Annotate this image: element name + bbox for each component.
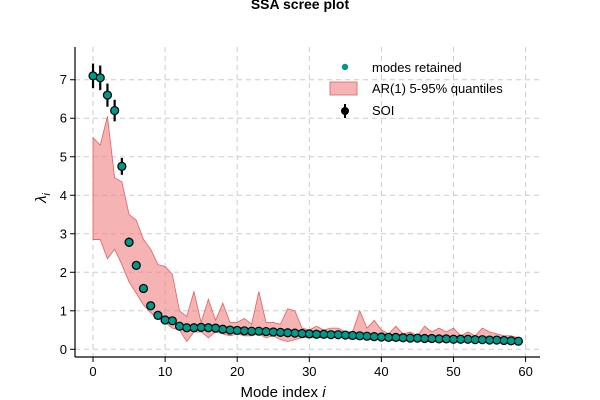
retained-point <box>154 312 162 319</box>
x-tick-label: 0 <box>89 364 96 379</box>
axes <box>74 47 540 358</box>
legend-label-soi: SOI <box>372 103 394 118</box>
legend-label-modes-retained: modes retained <box>372 60 462 75</box>
retained-point <box>406 334 414 342</box>
legend: modes retained AR(1) 5-95% quantiles SOI <box>329 60 503 118</box>
retained-point <box>298 330 306 337</box>
retained-point <box>500 337 508 344</box>
retained-point <box>291 329 299 337</box>
x-tick-label: 40 <box>374 364 388 379</box>
retained-point <box>320 330 328 338</box>
retained-markers <box>89 72 522 345</box>
x-tick-label: 50 <box>446 364 460 379</box>
retained-point <box>377 333 385 341</box>
retained-point <box>161 316 169 324</box>
retained-point <box>349 332 356 339</box>
legend-label-ar1-quantiles: AR(1) 5-95% quantiles <box>372 81 503 96</box>
y-tick-label: 1 <box>60 303 67 318</box>
retained-point <box>305 330 313 338</box>
retained-point <box>284 329 292 337</box>
retained-point <box>89 72 97 80</box>
x-tick-label: 20 <box>230 364 244 379</box>
retained-point <box>327 331 335 339</box>
retained-point <box>457 335 465 343</box>
retained-point <box>219 325 227 333</box>
y-tick-label: 0 <box>60 342 67 357</box>
y-tick-label: 4 <box>60 188 67 203</box>
retained-point <box>212 324 219 332</box>
quantile-band-area <box>92 116 519 344</box>
retained-point <box>132 261 140 269</box>
retained-point <box>96 74 104 82</box>
retained-point <box>125 238 133 246</box>
retained-point <box>414 334 421 342</box>
retained-point <box>399 334 407 342</box>
quantile-band <box>92 116 519 344</box>
retained-point <box>197 323 205 331</box>
retained-point <box>507 337 515 345</box>
retained-point <box>356 332 364 340</box>
y-tick-label: 3 <box>60 226 67 241</box>
grid <box>75 47 540 357</box>
retained-point <box>450 335 457 343</box>
retained-point <box>269 328 277 336</box>
retained-point <box>442 335 450 343</box>
retained-point <box>255 327 263 335</box>
retained-point <box>277 328 284 336</box>
retained-point <box>435 335 443 343</box>
retained-point <box>493 336 501 344</box>
soi-errorbars <box>88 63 523 346</box>
x-axis-label: Mode index i <box>240 384 326 400</box>
retained-point <box>241 327 248 335</box>
retained-point <box>385 333 393 341</box>
y-axis-label: λi <box>33 193 53 204</box>
retained-point <box>176 322 183 330</box>
retained-point <box>168 317 176 325</box>
y-axis-ticks: 0 1 2 3 4 5 6 7 <box>60 72 75 357</box>
retained-point <box>478 336 486 344</box>
retained-point <box>313 330 320 338</box>
chart-title: SSA scree plot <box>251 0 350 12</box>
retained-point <box>111 107 119 114</box>
retained-point <box>140 285 147 292</box>
legend-swatch-ar1-quantiles <box>329 81 358 96</box>
retained-point <box>334 331 342 339</box>
y-tick-label: 5 <box>60 149 67 164</box>
retained-point <box>233 327 241 334</box>
retained-point <box>262 328 270 335</box>
retained-point <box>147 302 155 310</box>
retained-point <box>183 324 191 332</box>
y-tick-label: 7 <box>60 72 67 87</box>
legend-marker-modes-retained <box>341 63 349 71</box>
retained-point <box>471 336 479 344</box>
retained-point <box>190 324 198 332</box>
y-tick-label: 6 <box>60 111 67 126</box>
retained-point <box>363 332 371 340</box>
retained-point <box>226 326 234 334</box>
retained-point <box>421 335 429 342</box>
y-tick-label: 2 <box>60 265 67 280</box>
retained-point <box>370 333 378 340</box>
x-axis-ticks: 0 10 20 30 40 50 60 <box>89 357 533 379</box>
retained-point <box>514 337 522 345</box>
retained-point <box>341 331 349 339</box>
x-tick-label: 30 <box>302 364 316 379</box>
retained-point <box>118 162 126 170</box>
retained-point <box>204 324 212 332</box>
legend-marker-soi <box>341 107 349 115</box>
retained-point <box>486 336 493 344</box>
retained-point <box>428 335 436 342</box>
x-tick-label: 10 <box>158 364 172 379</box>
retained-point <box>392 333 400 341</box>
retained-point <box>464 335 472 343</box>
retained-point <box>104 91 111 99</box>
x-tick-label: 60 <box>518 364 532 379</box>
retained-point <box>248 327 256 335</box>
